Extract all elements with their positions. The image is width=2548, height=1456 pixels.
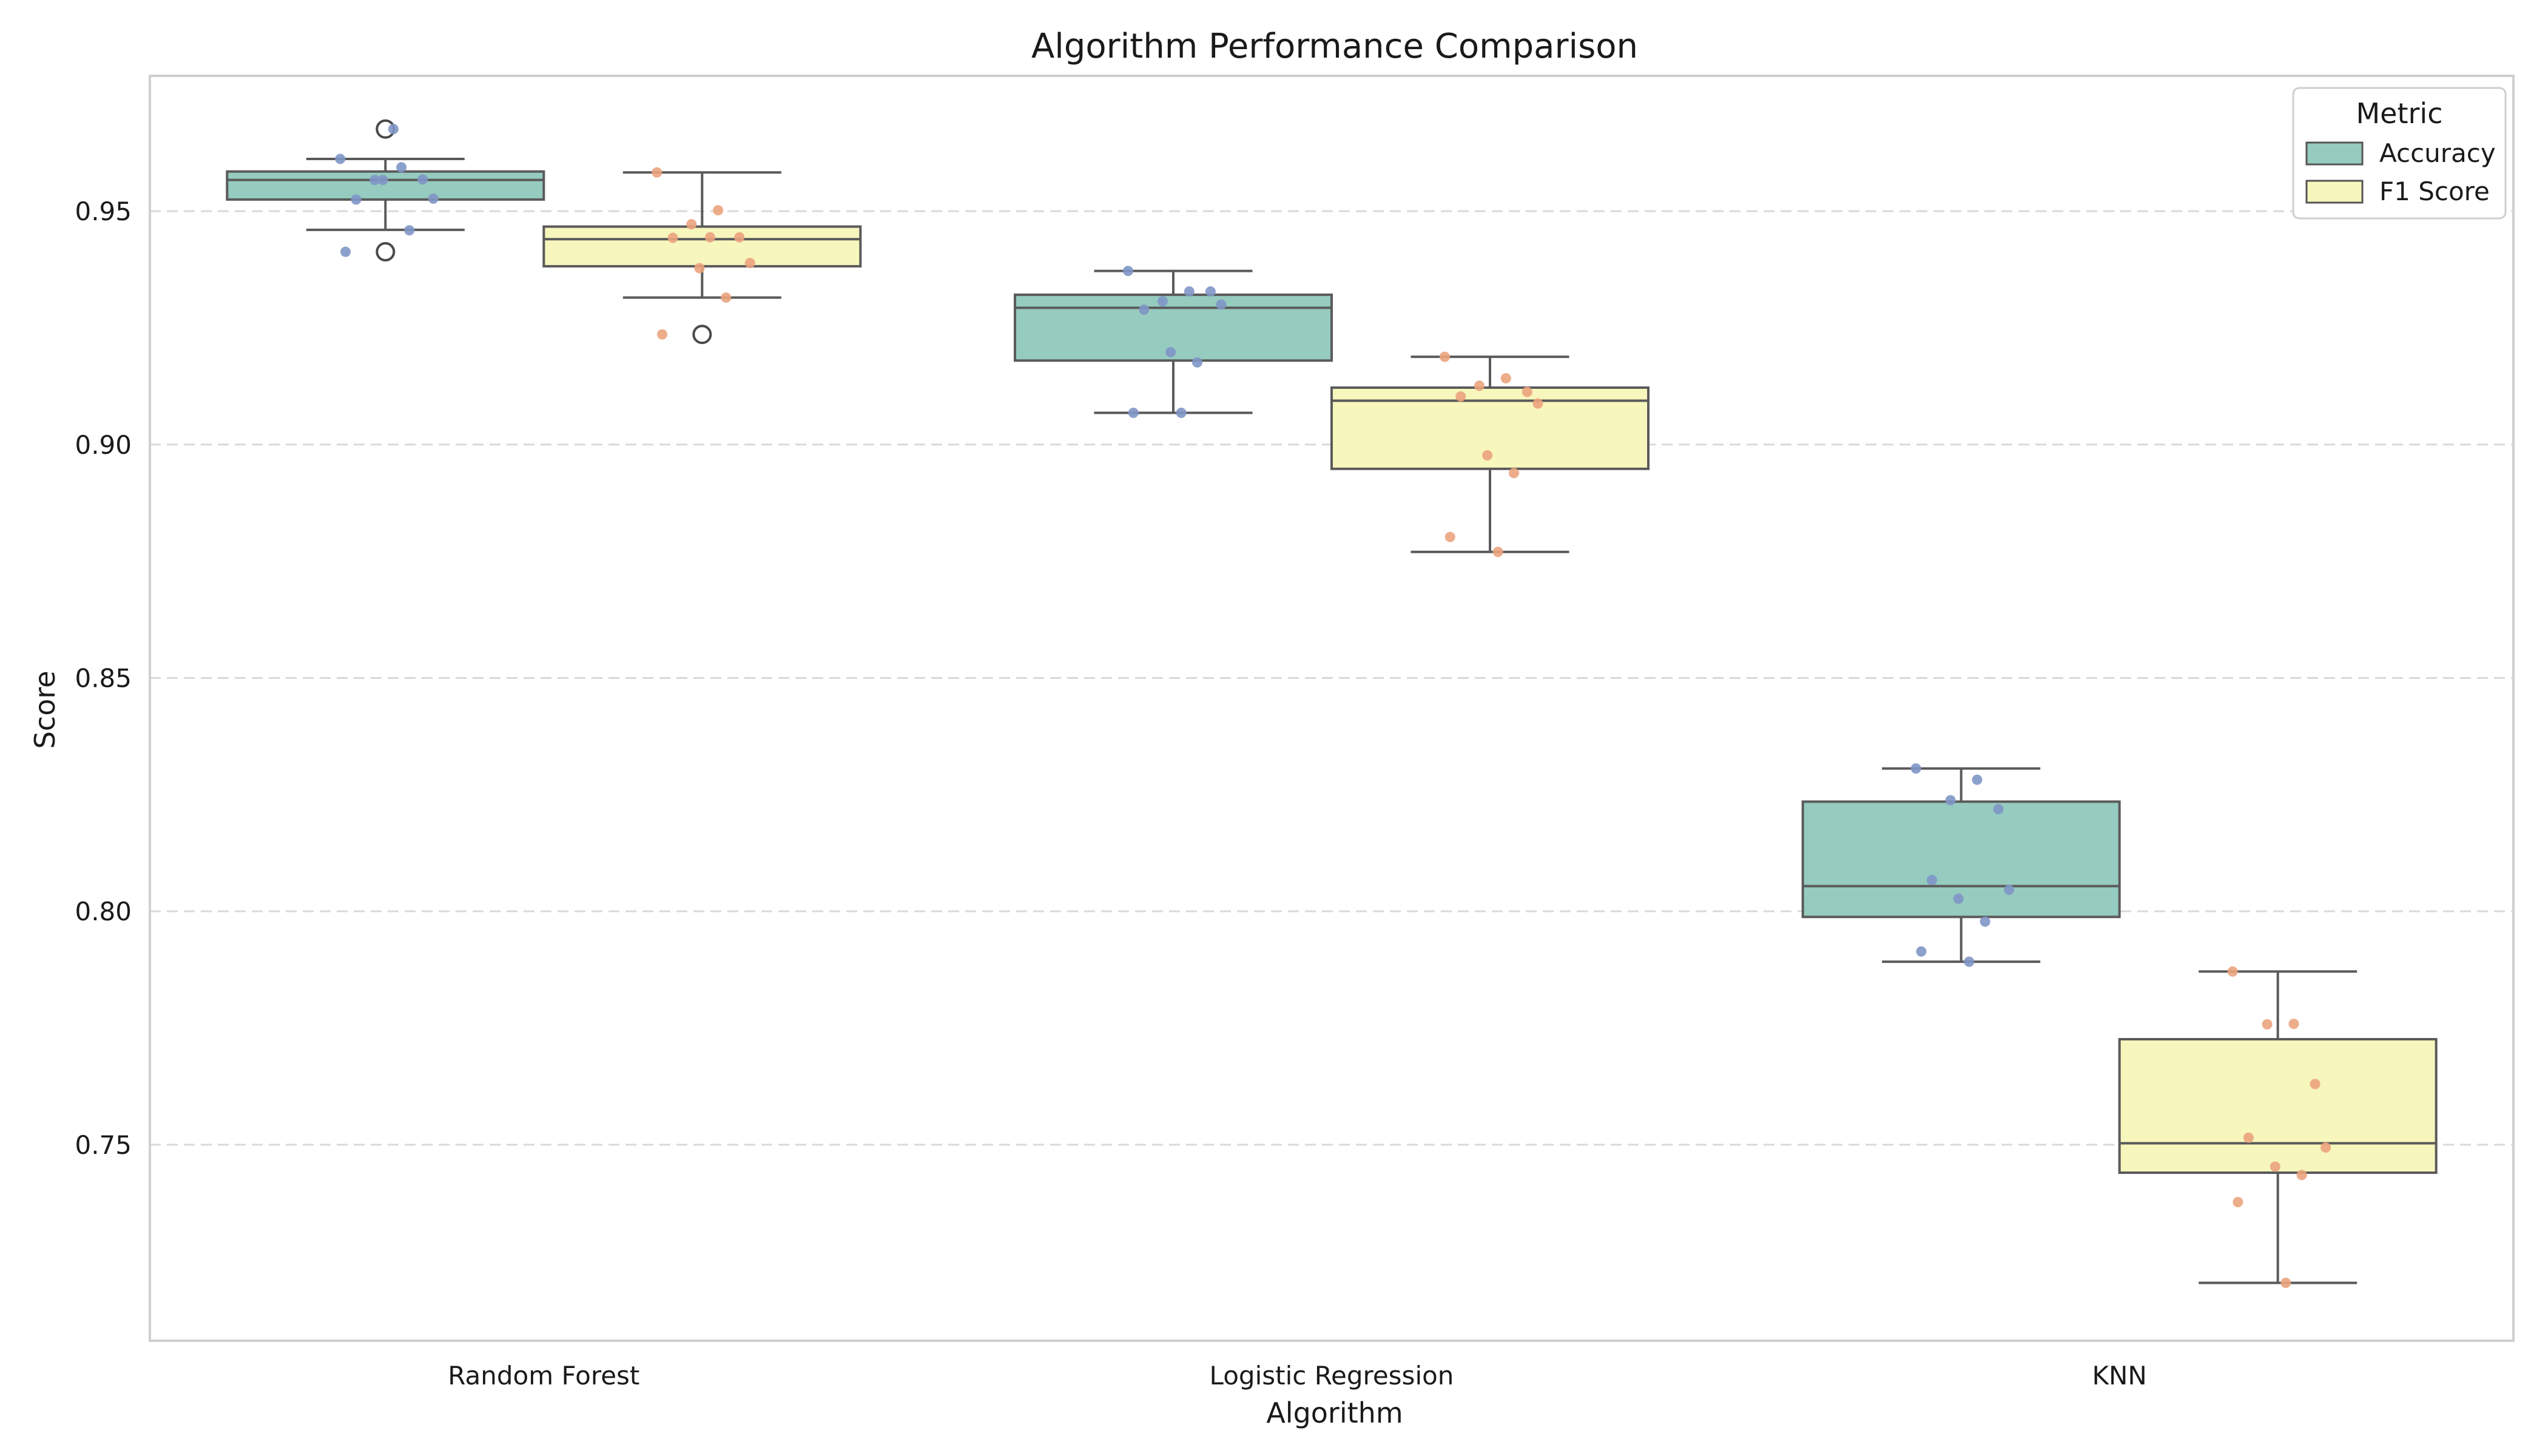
- data-point: [404, 225, 415, 236]
- data-point: [657, 329, 668, 340]
- data-point: [1532, 398, 1543, 409]
- box-f1-score-random-forest: [542, 225, 862, 268]
- data-point: [734, 232, 745, 243]
- legend-label-f1-score: F1 Score: [2379, 177, 2490, 206]
- data-point: [2288, 1019, 2299, 1030]
- y-axis-label: Score: [29, 671, 61, 749]
- chart-title: Algorithm Performance Comparison: [1031, 27, 1638, 66]
- data-point: [2233, 1196, 2243, 1207]
- legend-swatch-f1-score: [2305, 180, 2364, 204]
- data-point: [1926, 875, 1937, 886]
- legend-swatch-accuracy: [2305, 141, 2364, 166]
- data-point: [1474, 380, 1485, 391]
- data-point: [1522, 386, 1532, 397]
- legend-label-accuracy: Accuracy: [2379, 138, 2496, 168]
- data-point: [1482, 450, 1493, 460]
- legend-title: Metric: [2356, 97, 2442, 130]
- data-point: [704, 232, 715, 243]
- x-tick-label: Logistic Regression: [1210, 1361, 1454, 1390]
- legend: Metric Accuracy F1 Score: [2292, 87, 2507, 220]
- data-point: [1910, 763, 1921, 774]
- data-point: [1165, 346, 1176, 357]
- data-point: [721, 292, 732, 303]
- x-axis-label: Algorithm: [1266, 1397, 1403, 1429]
- data-point: [1128, 407, 1139, 418]
- data-points: [335, 124, 2331, 1289]
- data-point: [340, 246, 351, 257]
- data-point: [694, 263, 705, 274]
- data-point: [686, 219, 697, 230]
- data-point: [2310, 1079, 2320, 1090]
- data-point: [1993, 804, 2004, 815]
- outlier-marker: [692, 325, 712, 345]
- data-point: [1191, 357, 1202, 368]
- plot-frame: [149, 75, 2515, 1342]
- data-point: [1972, 774, 1983, 785]
- data-point: [369, 175, 380, 186]
- data-point: [1492, 547, 1503, 558]
- box-f1-score-knn: [2118, 1037, 2438, 1175]
- data-point: [1500, 373, 1511, 384]
- y-tick-label: 0.85: [75, 663, 132, 693]
- data-point: [2296, 1170, 2307, 1181]
- data-point: [2227, 966, 2238, 977]
- data-point: [1216, 299, 1227, 310]
- data-point: [1122, 266, 1133, 277]
- data-point: [713, 205, 724, 216]
- y-tick-label: 0.90: [75, 430, 132, 460]
- data-point: [1139, 304, 1150, 315]
- data-point: [652, 167, 662, 178]
- data-point: [1205, 286, 1216, 297]
- data-point: [667, 232, 678, 243]
- data-point: [2270, 1161, 2280, 1172]
- data-point: [2004, 885, 2015, 895]
- y-tick-label: 0.95: [75, 197, 132, 226]
- outlier-marker: [376, 242, 396, 262]
- data-point: [2262, 1019, 2273, 1030]
- data-point: [388, 124, 399, 135]
- y-tick-label: 0.75: [75, 1130, 132, 1160]
- y-tick-label: 0.80: [75, 897, 132, 926]
- data-point: [1157, 296, 1168, 307]
- data-point: [335, 153, 346, 164]
- data-point: [1508, 468, 1519, 479]
- x-tick-labels: Random Forest Logistic Regression KNN: [448, 1361, 2147, 1390]
- data-point: [351, 194, 362, 205]
- data-point: [744, 258, 755, 269]
- data-point: [1455, 391, 1466, 402]
- data-point: [396, 162, 407, 173]
- data-point: [1176, 407, 1187, 418]
- data-point: [1945, 795, 1956, 806]
- data-point: [377, 175, 388, 186]
- data-point: [1184, 286, 1195, 297]
- data-point: [1953, 893, 1964, 904]
- x-tick-label: Random Forest: [448, 1361, 639, 1390]
- x-tick-label: KNN: [2092, 1361, 2146, 1390]
- data-point: [417, 174, 428, 185]
- data-point: [2280, 1278, 2291, 1289]
- data-point: [2243, 1132, 2254, 1143]
- data-point: [1980, 916, 1990, 927]
- data-point: [1916, 946, 1927, 957]
- data-point: [1964, 956, 1975, 967]
- data-point: [2320, 1142, 2331, 1153]
- data-point: [428, 193, 439, 204]
- y-tick-labels: 0.75 0.80 0.85 0.90 0.95: [75, 197, 132, 1160]
- data-point: [1444, 531, 1455, 542]
- data-point: [1439, 351, 1450, 362]
